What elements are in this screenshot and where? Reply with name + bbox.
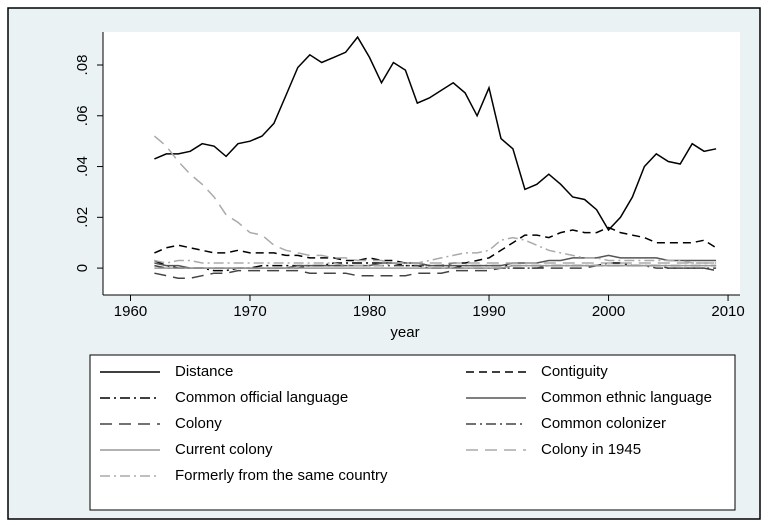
x-tick-label: 1960 (114, 303, 147, 320)
legend-label: Common colonizer (541, 415, 666, 432)
legend (89, 354, 736, 511)
y-tick-label: .02 (74, 207, 91, 228)
series-line (153, 135, 717, 264)
legend-label: Contiguity (541, 363, 608, 380)
x-tick-label: 2010 (711, 303, 744, 320)
legend-label: Formerly from the same country (175, 467, 388, 484)
y-tick-label: .04 (74, 156, 91, 177)
y-tick-label: .06 (74, 105, 91, 126)
legend-label: Common ethnic language (541, 389, 712, 406)
legend-label: Distance (175, 363, 233, 380)
x-axis-label: year (390, 324, 419, 341)
legend-label: Current colony (175, 441, 273, 458)
x-tick-label: 2000 (592, 303, 625, 320)
series-line (154, 226, 717, 267)
x-tick-label: 1980 (353, 303, 386, 320)
plot-area (103, 32, 740, 295)
y-tick-label: .08 (74, 55, 91, 76)
series-line (154, 264, 717, 269)
legend-label: Colony in 1945 (541, 441, 641, 458)
y-tick-label: 0 (74, 264, 91, 272)
legend-label: Common official language (175, 389, 348, 406)
x-tick-label: 1970 (233, 303, 266, 320)
series-line (154, 236, 717, 267)
series-line (154, 35, 717, 232)
legend-label: Colony (175, 415, 222, 432)
x-tick-label: 1990 (472, 303, 505, 320)
